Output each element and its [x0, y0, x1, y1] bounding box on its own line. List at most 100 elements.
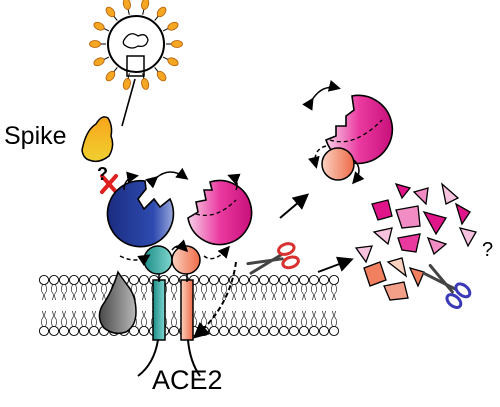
lipid-tail	[54, 284, 57, 301]
conformational-arrows	[119, 167, 241, 339]
lipid-tail	[321, 284, 324, 301]
lipid-tail	[101, 284, 104, 301]
lipid-head	[288, 325, 300, 337]
lipid-tail	[51, 284, 54, 301]
lipid-tail	[234, 310, 237, 327]
lipid-tail	[244, 284, 247, 301]
lipid-head	[328, 325, 340, 337]
virus-spike	[167, 57, 179, 67]
lipid-head	[268, 325, 280, 337]
lipid-tail	[61, 310, 64, 327]
lipid-tail	[231, 284, 234, 301]
lipid-head	[38, 274, 50, 286]
lipid-head	[168, 274, 180, 286]
lipid-tail	[294, 284, 297, 301]
lipid-head	[198, 274, 210, 286]
lipid-tail	[61, 284, 64, 301]
lipid-head	[318, 325, 330, 337]
lipid-tail	[274, 284, 277, 301]
lipid-head	[168, 325, 180, 337]
lipid-tail	[281, 310, 284, 327]
virus-spike	[93, 21, 105, 31]
lipid-head	[248, 274, 260, 286]
lipid-head	[268, 274, 280, 286]
lipid-tail	[294, 310, 297, 327]
lipid-tail	[94, 284, 97, 301]
lipid-head	[78, 274, 90, 286]
lipid-head	[238, 325, 250, 337]
lipid-head	[208, 274, 220, 286]
lipid-head	[68, 325, 80, 337]
lipid-tail	[134, 284, 137, 301]
lipid-head	[328, 274, 340, 286]
lipid-tail	[44, 284, 47, 301]
ace2-tm-teal	[152, 279, 166, 341]
ace2-label: ACE2	[152, 365, 223, 395]
lipid-tail	[291, 284, 294, 301]
virus-spike	[105, 6, 116, 18]
lipid-head	[318, 274, 330, 286]
lipid-head	[218, 325, 230, 337]
lipid-head	[278, 325, 290, 337]
lipid-head	[248, 325, 260, 337]
lipid-head	[278, 274, 290, 286]
lipid-head	[208, 325, 220, 337]
virus-spike	[156, 6, 167, 18]
lipid-tail	[304, 284, 307, 301]
lipid-head	[238, 274, 250, 286]
lipid-tail	[194, 310, 197, 327]
lipid-tail	[311, 284, 314, 301]
lipid-tail	[224, 310, 227, 327]
lipid-tail	[304, 310, 307, 327]
lipid-tail	[331, 310, 334, 327]
lipid-tail	[94, 310, 97, 327]
lipid-tail	[174, 310, 177, 327]
lipid-tail	[91, 310, 94, 327]
lipid-head	[78, 325, 90, 337]
lipid-tail	[214, 284, 217, 301]
lipid-tail	[141, 310, 144, 327]
lipid-tail	[331, 284, 334, 301]
lipid-tail	[334, 310, 337, 327]
ace2-neck-salmon	[171, 245, 201, 275]
lipid-tail	[334, 284, 337, 301]
arrow-to-shed	[279, 193, 310, 219]
scissors-icon-blue	[422, 264, 472, 309]
lipid-head	[138, 274, 150, 286]
lipid-tail	[81, 310, 84, 327]
virus-spike	[141, 78, 150, 90]
lipid-tail	[264, 284, 267, 301]
lipid-head	[258, 274, 270, 286]
fate-question-mark: ?	[482, 239, 494, 261]
lipid-tail	[271, 310, 274, 327]
lipid-tail	[71, 284, 74, 301]
lipid-tail	[254, 284, 257, 301]
virus-spike	[105, 70, 116, 82]
lipid-tail	[241, 310, 244, 327]
zoom-line	[121, 78, 136, 127]
lipid-head	[298, 274, 310, 286]
lipid-tail	[84, 284, 87, 301]
lipid-tail	[321, 310, 324, 327]
lipid-tail	[201, 310, 204, 327]
lipid-tail	[264, 310, 267, 327]
lipid-head	[128, 274, 140, 286]
lipid-tail	[274, 310, 277, 327]
lipid-head	[228, 274, 240, 286]
lipid-head	[228, 325, 240, 337]
lipid-tail	[54, 310, 57, 327]
lipid-head	[138, 325, 150, 337]
lipid-tail	[174, 284, 177, 301]
lipid-head	[258, 325, 270, 337]
lipid-head	[38, 325, 50, 337]
gray-membrane-protein	[98, 270, 137, 335]
lipid-head	[58, 325, 70, 337]
lipid-tail	[221, 310, 224, 327]
lipid-tail	[251, 284, 254, 301]
virus-spike	[93, 57, 105, 67]
binding-question-mark: ?	[97, 164, 108, 184]
lipid-tail	[91, 284, 94, 301]
lipid-tail	[144, 310, 147, 327]
lipid-tail	[291, 310, 294, 327]
lipid-tail	[211, 310, 214, 327]
